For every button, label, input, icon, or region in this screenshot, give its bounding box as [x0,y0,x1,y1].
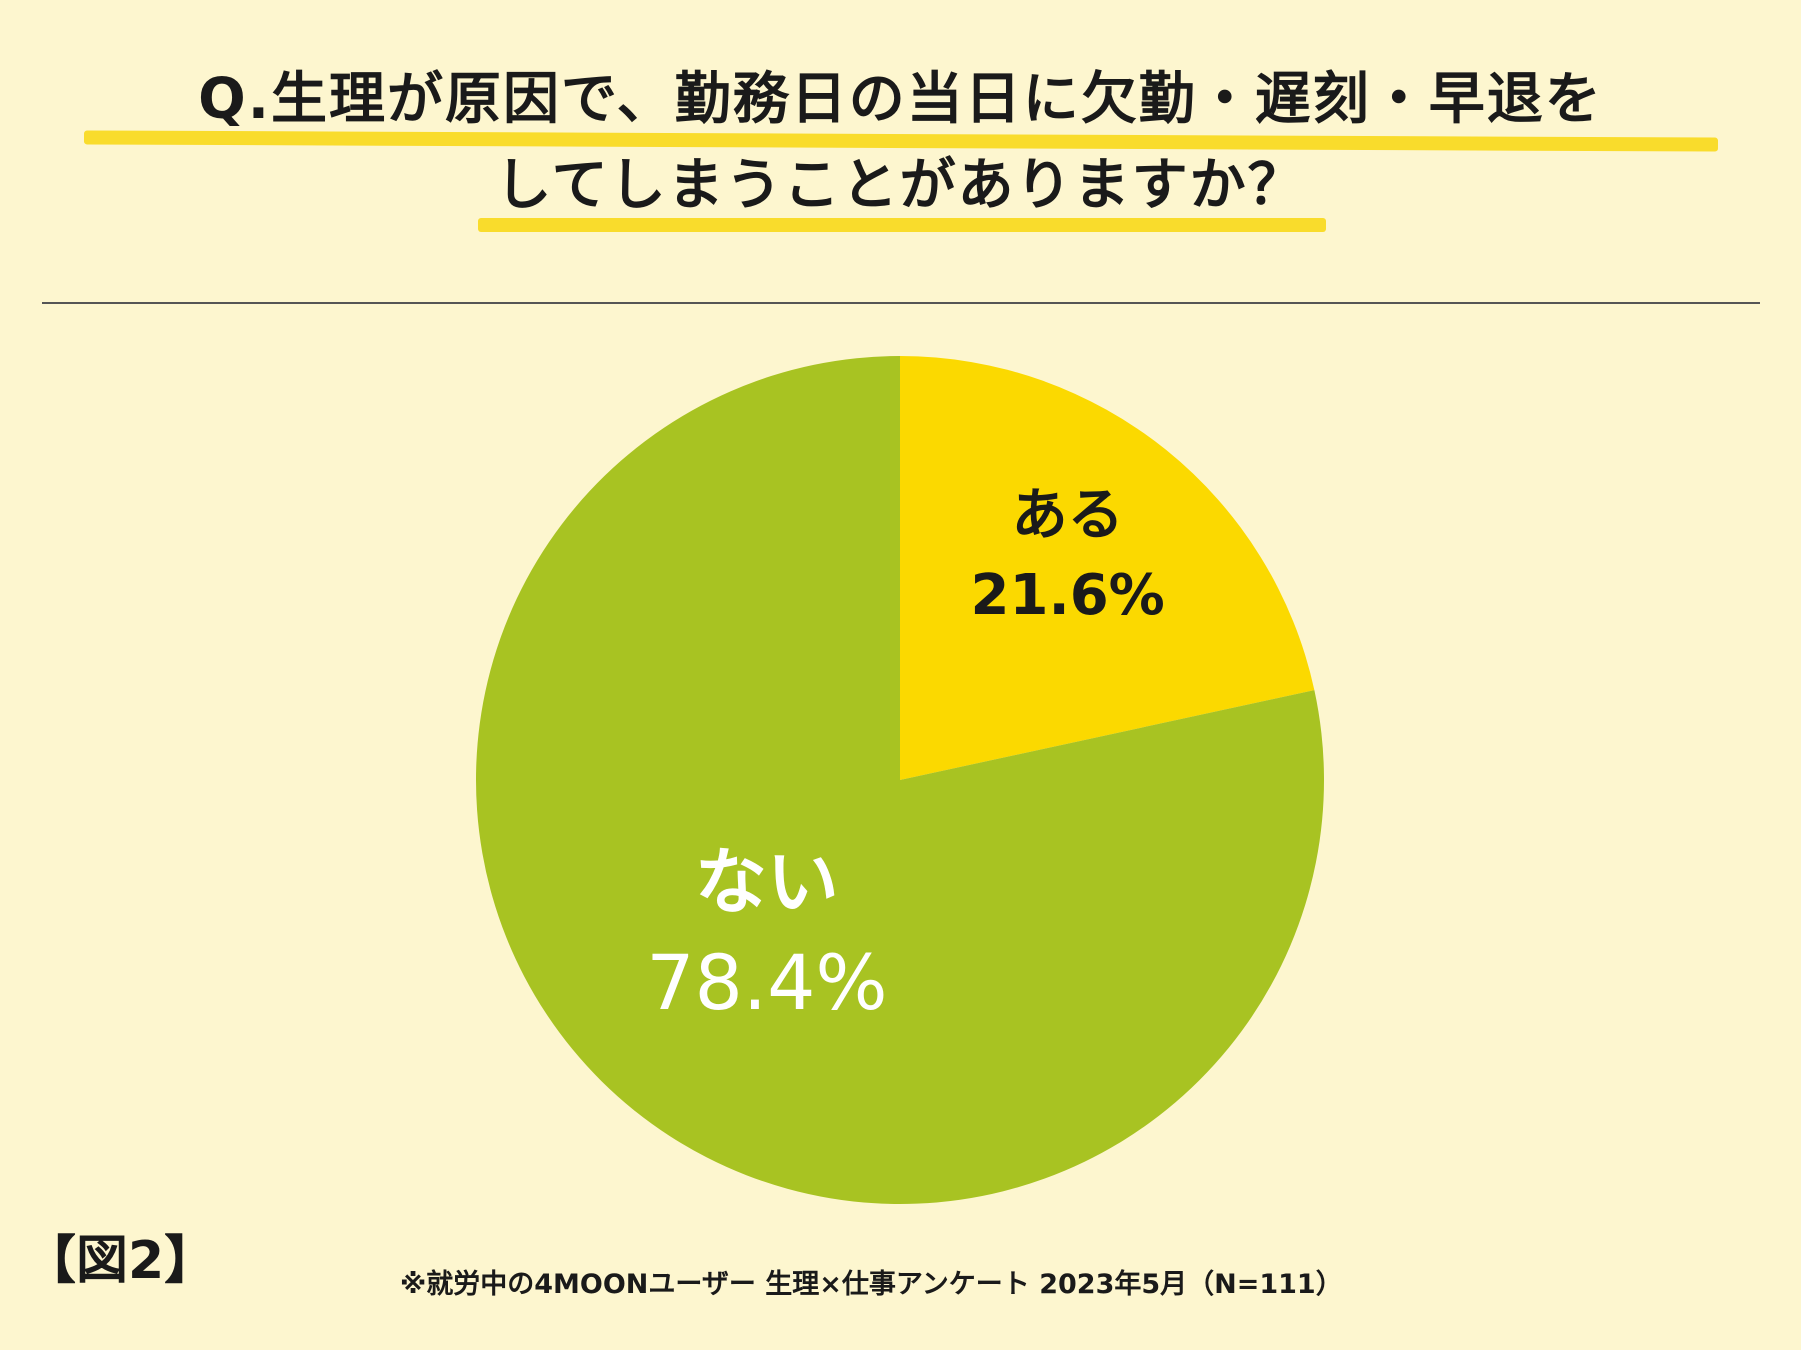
divider [42,302,1760,304]
slice-label-1: ある [1012,483,1124,548]
title-highlight-2 [478,218,1326,232]
pie-slice-1 [900,356,1315,780]
slice-label-2: ない [695,840,839,924]
pie-slice-2 [476,356,1324,1204]
chart-title: Q.生理が原因で、勤務日の当日に欠勤・遅刻・早退を してしまうことがありますか？ [0,60,1801,226]
slice-value-1: 21.6% [971,563,1165,628]
slice-value-2: 78.4% [646,938,887,1027]
figure-label: 【図2】 [24,1231,217,1291]
title-line-2: してしまうことがありますか？ [495,153,1306,218]
title-line-1: Q.生理が原因で、勤務日の当日に欠勤・遅刻・早退を [198,67,1603,132]
source-note: ※就労中の4MOONユーザー 生理×仕事アンケート 2023年5月（N=111） [400,1269,1343,1300]
